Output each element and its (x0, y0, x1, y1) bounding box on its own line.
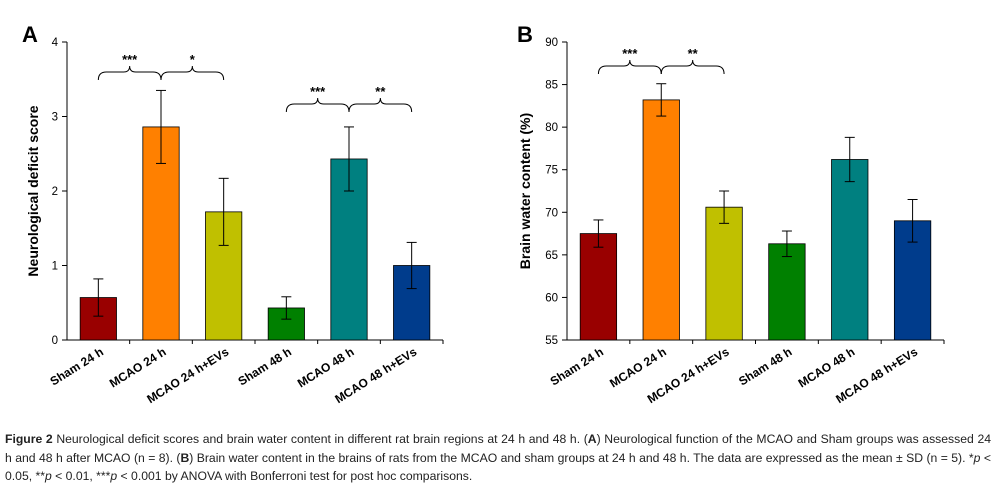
y-tick-label: 80 (545, 122, 558, 134)
caption-part3: ) Brain water content in the brains of r… (189, 450, 974, 465)
y-tick-label: 90 (545, 37, 558, 49)
significance-label: * (190, 52, 196, 67)
x-tick-label: MCAO 48 h (796, 345, 858, 391)
y-tick-label: 4 (52, 37, 59, 49)
significance-label: ** (688, 46, 699, 61)
x-tick-label: MCAO 48 h (295, 345, 357, 391)
y-axis-label: Neurological deficit score (25, 105, 41, 276)
caption-part6: < 0.001 by ANOVA with Bonferroni test fo… (117, 469, 473, 483)
significance-label: *** (310, 84, 326, 99)
caption-p-symbol: p (973, 450, 981, 465)
y-tick-label: 1 (52, 261, 58, 273)
y-tick-label: 55 (545, 335, 558, 347)
caption-a-label: A (587, 432, 597, 446)
significance-bracket (660, 59, 725, 75)
panel-b: B 55 60 65 70 75 80 85 90 Brain water content (%)… (517, 22, 945, 406)
significance-label: *** (122, 52, 138, 67)
y-tick-label: 75 (545, 165, 558, 177)
panel-label: A (22, 22, 38, 47)
significance-bracket (285, 97, 350, 113)
y-tick-label: 2 (52, 186, 58, 198)
caption-part1: Neurological deficit scores and brain wa… (52, 432, 588, 446)
significance-label: *** (622, 46, 638, 61)
y-tick-label: 65 (545, 250, 558, 262)
significance-bracket (348, 97, 413, 113)
significance-bracket (97, 65, 162, 81)
significance-bracket (597, 59, 662, 75)
x-tick-label: Sham 48 h (236, 345, 294, 389)
bar (579, 233, 618, 341)
panel-label: B (517, 22, 533, 47)
x-tick-label: Sham 24 h (548, 345, 606, 389)
y-axis-label: Brain water content (%) (517, 113, 533, 269)
x-tick-label: Sham 24 h (48, 345, 106, 389)
caption-p-symbol: p (110, 469, 118, 483)
bar (768, 243, 806, 341)
y-tick-label: 0 (52, 335, 58, 347)
significance-bracket (160, 65, 225, 81)
bar (642, 99, 680, 341)
y-tick-label: 3 (52, 112, 58, 124)
caption-b-label: B (180, 450, 190, 465)
bar (831, 159, 869, 341)
x-tick-label: Sham 48 h (736, 345, 794, 389)
panel-a: A 0 1 2 3 4 Neurological deficit score Sham 24 … (22, 22, 444, 406)
figure-label: Figure 2 (5, 432, 53, 446)
caption-part5: < 0.01, *** (51, 469, 111, 483)
y-tick-label: 70 (545, 207, 558, 219)
x-tick-label: MCAO 24 h (107, 345, 169, 391)
significance-label: ** (375, 84, 386, 99)
caption-p-symbol: p (44, 469, 52, 483)
x-tick-label: MCAO 24 h (607, 345, 669, 391)
caption-part4: < 0.05, ** (5, 450, 991, 484)
figure-caption: Figure 2 Neurological deficit scores and… (5, 430, 991, 486)
figure-chart: A 0 1 2 3 4 Neurological deficit score Sham 24 … (22, 22, 945, 406)
bar (705, 206, 743, 341)
y-tick-label: 85 (545, 80, 558, 92)
caption-part2: ) Neurological function of the MCAO and … (5, 432, 991, 465)
y-tick-label: 60 (545, 292, 558, 304)
